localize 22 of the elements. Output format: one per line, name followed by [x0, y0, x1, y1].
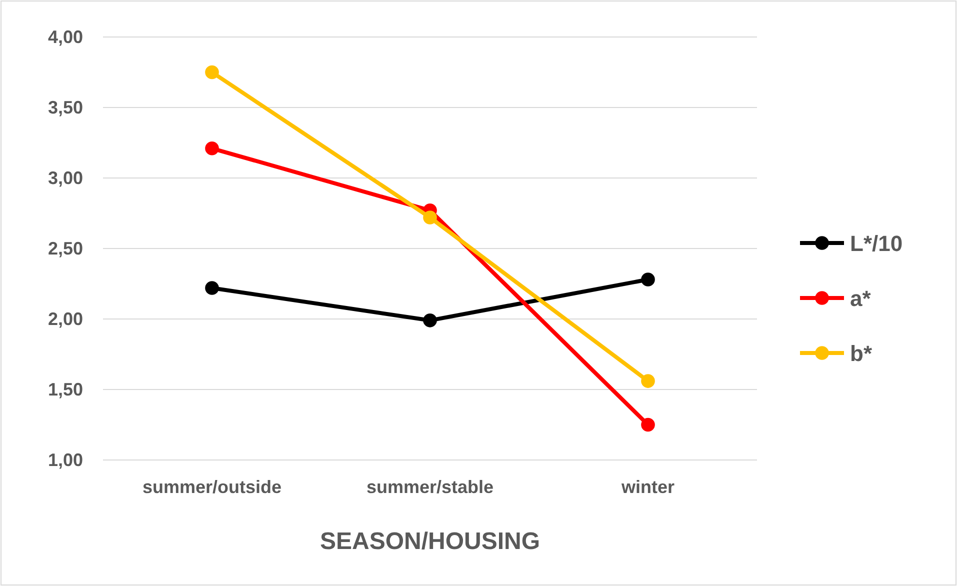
point — [641, 272, 655, 286]
point — [423, 314, 437, 328]
y-tick-label: 1,00 — [48, 450, 83, 470]
legend-label: L*/10 — [850, 231, 903, 256]
x-tick-label: summer/outside — [142, 476, 282, 497]
y-tick-label: 2,00 — [48, 308, 83, 329]
point — [205, 281, 219, 295]
point — [641, 418, 655, 432]
y-tick-label: 1,50 — [48, 379, 83, 400]
x-tick-label: summer/stable — [366, 476, 494, 497]
x-axis-title: SEASON/HOUSING — [320, 528, 540, 555]
point — [205, 141, 219, 156]
point — [423, 210, 437, 224]
point — [641, 374, 655, 388]
point — [205, 65, 219, 80]
y-tick-label: 2,50 — [48, 238, 83, 258]
y-tick-label: 3,50 — [48, 97, 83, 118]
x-tick-label: winter — [620, 476, 675, 497]
y-tick-label: 3,00 — [48, 168, 83, 188]
legend-label: b* — [850, 341, 872, 366]
y-tick-label: 4,00 — [48, 26, 83, 47]
legend-label: a* — [850, 286, 872, 311]
